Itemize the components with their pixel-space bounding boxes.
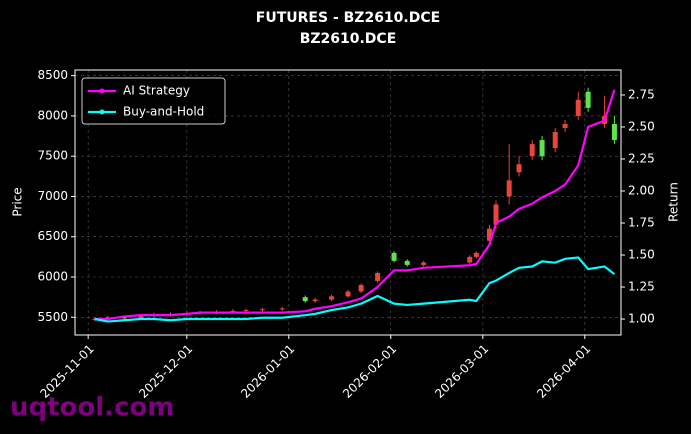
candle-body [611,123,617,141]
candle-body [493,204,499,225]
candle-body [121,317,127,319]
y-tick-label: 8500 [37,68,68,82]
y2-tick-label: 1.75 [628,215,655,229]
y2-axis-label: Return [667,182,681,222]
y-tick-label: 6000 [37,270,68,284]
y2-tick-label: 2.75 [628,87,655,101]
candle-body [585,91,591,108]
chart-title: FUTURES - BZ2610.DCE [256,10,440,26]
candle-body [539,140,545,157]
candle-body [375,272,381,282]
watermark: uqtool.com [10,393,174,423]
candle-body [562,123,568,128]
candle-body [575,99,581,116]
chart-subtitle: BZ2610.DCE [300,31,397,47]
legend-label: AI Strategy [123,84,190,98]
candle-body [404,260,410,265]
candle-body [358,285,364,292]
candle-body [486,228,492,241]
y-tick-label: 6500 [37,229,68,243]
candle-body [230,310,236,312]
y2-tick-label: 2.25 [628,151,655,165]
candle-body [138,315,144,319]
candle-body [516,164,522,173]
y2-tick-label: 1.50 [628,247,655,261]
candle-body [421,262,427,265]
y2-tick-label: 2.00 [628,183,655,197]
candle-body [279,308,285,310]
series-line [94,89,616,321]
legend-marker [99,109,105,115]
candle-body [259,309,265,311]
legend-label: Buy-and-Hold [123,105,204,119]
y-axis-label: Price [11,187,25,216]
candle-body [329,296,335,300]
candle-body [243,310,249,312]
y-tick-label: 8000 [37,108,68,122]
y-tick-label: 5500 [37,310,68,324]
legend-marker [99,88,105,94]
y2-tick-label: 2.50 [628,119,655,133]
candle-body [506,180,512,197]
candle-body [467,256,473,263]
series-line [94,256,616,323]
y-tick-label: 7500 [37,149,68,163]
candle-body [529,144,535,157]
candle-body [302,297,308,302]
candle-body [312,299,318,302]
legend-box [81,77,226,125]
candle-body [552,132,558,149]
y-tick-label: 7000 [37,189,68,203]
plot-frame [74,69,622,336]
candle-body [345,291,351,297]
candle-body [473,252,479,257]
y2-tick-label: 1.00 [628,311,655,325]
candle-body [391,252,397,261]
y2-tick-label: 1.25 [628,279,655,293]
